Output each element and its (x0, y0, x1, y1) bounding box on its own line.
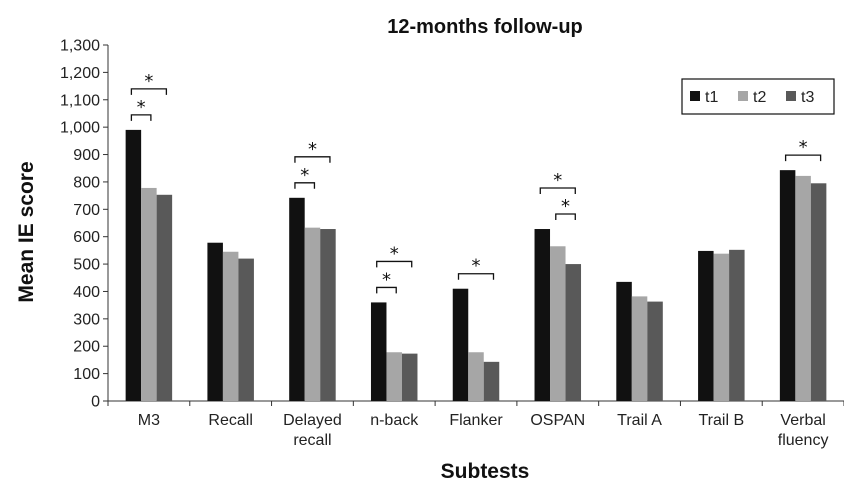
x-tick-label: Delayed recall (283, 412, 342, 449)
bar-t2 (795, 175, 811, 401)
significance-star: * (144, 71, 153, 92)
bar-t2 (386, 352, 402, 401)
legend: t1 t2 t3 (681, 78, 835, 115)
y-tick-label: 200 (73, 339, 100, 356)
legend-box (681, 78, 835, 115)
x-tick-label: Flanker (449, 412, 503, 429)
legend-swatch-t2 (738, 91, 748, 101)
chart-title: 12-months follow-up (387, 16, 583, 38)
significance-bracket (294, 182, 316, 189)
bar-t1 (698, 250, 714, 401)
legend-label-t1: t1 (705, 89, 718, 106)
bar-t3 (156, 194, 173, 401)
x-axis-title: Subtests (441, 460, 530, 483)
significance-star: * (300, 165, 309, 186)
bar-t2 (631, 296, 648, 401)
significance-bracket (130, 88, 168, 95)
significance-star: * (553, 170, 562, 191)
y-tick-label: 400 (73, 284, 100, 301)
bar-t3 (647, 301, 663, 401)
y-tick-label: 1,300 (60, 38, 100, 55)
bar-t3 (320, 229, 336, 401)
x-tick-label: M3 (138, 412, 160, 429)
significance-star: * (799, 137, 808, 158)
bar-t1 (616, 281, 632, 401)
bar-t2 (468, 352, 484, 401)
y-tick-label: 300 (73, 311, 100, 328)
bar-t3 (401, 353, 418, 401)
bar-t3 (810, 183, 827, 401)
bar-t2 (141, 187, 157, 401)
x-tick-label: OSPAN (530, 412, 585, 429)
y-tick-label: 500 (73, 257, 100, 274)
y-axis-title: Mean IE score (15, 161, 38, 302)
y-tick-label: 900 (73, 147, 100, 164)
bar-t1 (207, 242, 223, 401)
legend-swatch-t1 (690, 91, 700, 101)
bar-t1 (125, 129, 142, 401)
x-tick-label: n-back (370, 412, 419, 429)
bar-t3 (729, 249, 745, 401)
legend-label-t3: t3 (801, 89, 814, 106)
bars-group (125, 129, 827, 401)
significance-star: * (137, 97, 146, 118)
significance-bracket (539, 187, 576, 195)
bar-t1 (370, 302, 387, 401)
significance-bracket (784, 154, 822, 162)
significance-star: * (472, 256, 481, 277)
y-tick-label: 700 (73, 202, 100, 219)
y-tick-label: 800 (73, 174, 100, 191)
bar-t2 (222, 251, 239, 401)
significance-bracket (457, 273, 495, 280)
legend-swatch-t3 (786, 91, 796, 101)
significance-brackets: * * * * * * * * * * (130, 71, 822, 294)
significance-star: * (382, 269, 391, 290)
bar-t3 (565, 264, 582, 401)
x-tick-label: Trail A (617, 412, 662, 429)
bar-t1 (289, 197, 305, 401)
bar-t2 (713, 253, 730, 401)
y-tick-label: 0 (91, 394, 100, 411)
bar-t1 (452, 288, 469, 401)
y-tick-label: 600 (73, 229, 100, 246)
bar-t1 (534, 229, 551, 401)
legend-label-t2: t2 (753, 89, 766, 106)
significance-bracket (294, 156, 331, 163)
bar-t2 (550, 246, 566, 401)
y-axis: 0 100 200 300 400 500 600 700 800 900 1,000 1,100 1,… (60, 38, 109, 411)
bar-t3 (483, 361, 500, 401)
x-tick-label: Trail B (699, 412, 745, 429)
x-tick-label: Recall (208, 412, 252, 429)
y-tick-label: 1,000 (60, 120, 100, 137)
bar-t2 (304, 227, 321, 401)
x-axis: M3 Recall Delayed recall n-back Flanker OSPAN T… (107, 400, 844, 449)
y-tick-label: 100 (73, 366, 100, 383)
y-tick-label: 1,200 (60, 65, 100, 82)
significance-bracket (376, 260, 413, 268)
y-tick-label: 1,100 (60, 92, 100, 109)
significance-bracket (130, 114, 152, 121)
significance-star: * (390, 243, 399, 264)
significance-bracket (555, 213, 576, 221)
x-tick-label: Verbal fluency (778, 412, 829, 449)
bar-t3 (238, 258, 254, 401)
significance-star: * (561, 196, 570, 217)
significance-bracket (376, 286, 397, 294)
significance-star: * (308, 139, 317, 160)
bar-t1 (779, 170, 796, 401)
